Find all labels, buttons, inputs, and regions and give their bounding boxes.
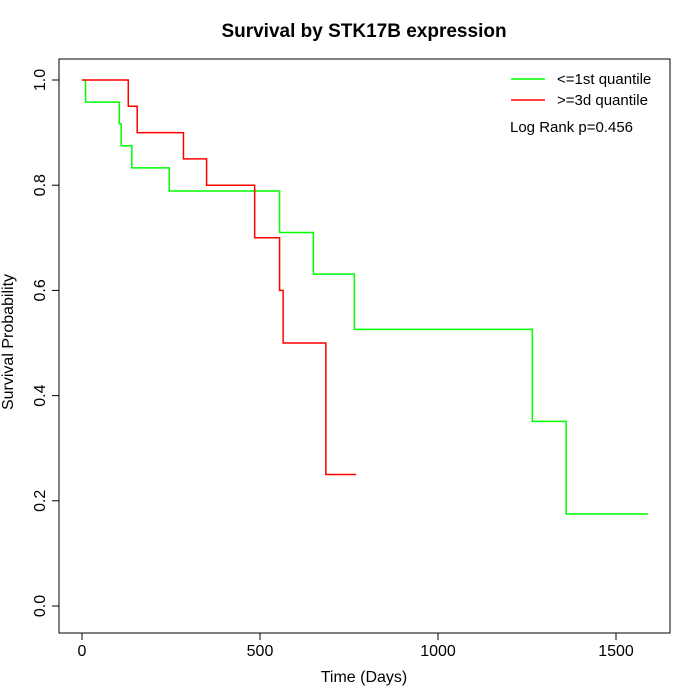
x-tick-label: 500 bbox=[247, 643, 274, 660]
y-tick-label: 0.6 bbox=[32, 279, 49, 301]
series-line-1 bbox=[83, 79, 649, 515]
x-tick-label: 1000 bbox=[420, 643, 456, 660]
y-axis-label: Survival Probability bbox=[0, 274, 17, 410]
y-tick-label: 0.4 bbox=[32, 384, 49, 406]
x-axis: 0 500 1000 1500 bbox=[78, 632, 634, 660]
x-tick-label: 1500 bbox=[598, 643, 634, 660]
y-tick-label: 0.8 bbox=[32, 174, 49, 196]
series-line-2 bbox=[82, 79, 357, 476]
series-layer bbox=[82, 79, 649, 515]
x-axis-label: Time (Days) bbox=[321, 669, 408, 686]
y-tick-label: 1.0 bbox=[32, 69, 49, 91]
chart-title: Survival by STK17B expression bbox=[221, 21, 506, 42]
legend-label-series-1: <=1st quantile bbox=[557, 71, 651, 88]
log-rank-annotation: Log Rank p=0.456 bbox=[510, 119, 633, 136]
legend: <=1st quantile >=3d quantile bbox=[511, 71, 651, 109]
y-tick-label: 0.2 bbox=[32, 490, 49, 512]
y-axis: 0.0 0.2 0.4 0.6 0.8 1.0 bbox=[32, 69, 60, 617]
x-tick-label: 0 bbox=[78, 643, 87, 660]
y-tick-label: 0.0 bbox=[32, 595, 49, 617]
legend-label-series-2: >=3d quantile bbox=[557, 92, 648, 109]
